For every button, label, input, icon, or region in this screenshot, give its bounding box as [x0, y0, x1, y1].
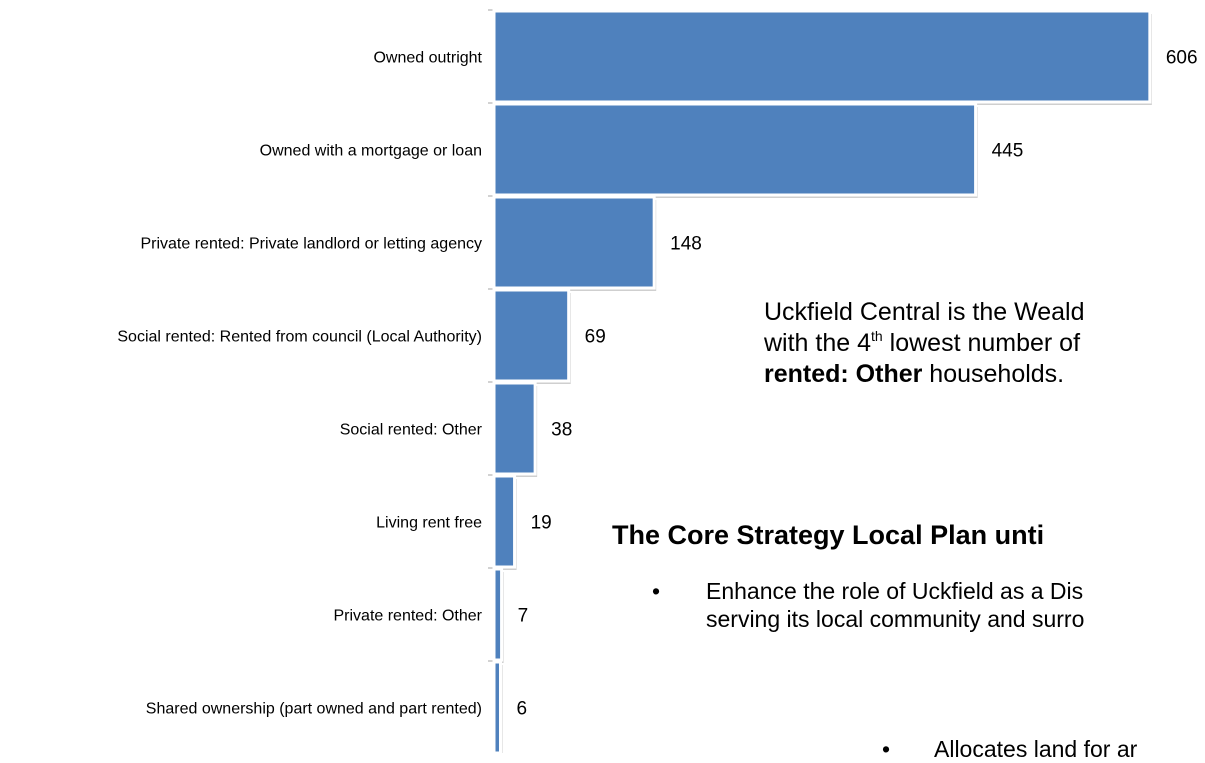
callout-line-2-post: lowest number of [882, 329, 1081, 357]
bar-series [492, 9, 1152, 753]
bullet-1-line-2: serving its local community and surro [706, 606, 1085, 632]
bar-private-rented-private-landlord-or-letting-agency [492, 195, 656, 290]
value-label-private-rented-other: 7 [518, 606, 529, 627]
bar-owned-with-a-mortgage-or-loan [492, 102, 978, 197]
category-label-social-rented-rented-from-council-local-authority: Social rented: Rented from council (Loca… [117, 329, 482, 346]
bar-social-rented-other [492, 381, 537, 476]
bullet-1-line-1: Enhance the role of Uckfield as a Dis [706, 578, 1084, 604]
core-strategy-heading: The Core Strategy Local Plan unti [612, 520, 1045, 550]
bar-private-rented-other [492, 567, 504, 662]
bar-social-rented-rented-from-council-local-authority [492, 288, 571, 383]
value-label-social-rented-rented-from-council-local-authority: 69 [585, 327, 606, 348]
category-label-shared-ownership-part-owned-and-part-rented: Shared ownership (part owned and part re… [146, 701, 482, 718]
bar-shared-ownership-part-owned-and-part-rented [492, 660, 502, 753]
category-label-living-rent-free: Living rent free [376, 515, 482, 532]
callout-line-1: Uckfield Central is the Weald [764, 298, 1085, 326]
category-label-social-rented-other: Social rented: Other [340, 422, 483, 439]
value-label-social-rented-other: 38 [551, 420, 572, 441]
category-label-private-rented-private-landlord-or-letting-agency: Private rented: Private landlord or lett… [140, 236, 482, 253]
callout-text: Uckfield Central is the Weald with the 4… [764, 297, 1205, 390]
bar-living-rent-free [492, 474, 517, 569]
value-label-shared-ownership-part-owned-and-part-rented: 6 [516, 699, 527, 720]
category-label-owned-outright: Owned outright [373, 50, 482, 67]
bullet-dot-icon: • [652, 578, 661, 604]
bar-owned-outright [492, 9, 1152, 104]
value-label-private-rented-private-landlord-or-letting-agency: 148 [670, 234, 702, 255]
category-label-private-rented-other: Private rented: Other [333, 608, 482, 625]
category-label-owned-with-a-mortgage-or-loan: Owned with a mortgage or loan [260, 143, 482, 160]
y-axis-ticks [488, 9, 493, 662]
value-label-owned-outright: 606 [1166, 48, 1198, 69]
bullet-2-line-1: Allocates land for ar [934, 736, 1138, 762]
value-label-living-rent-free: 19 [531, 513, 552, 534]
category-labels: Owned outright Owned with a mortgage or l… [117, 50, 482, 718]
callout-line-3-bold: rented: Other [764, 360, 923, 388]
callout-line-3-rest: households. [922, 360, 1065, 388]
value-labels: 606 445 148 69 38 19 7 6 [516, 48, 1197, 720]
value-label-owned-with-a-mortgage-or-loan: 445 [992, 141, 1024, 162]
callout-line-2-sup: th [871, 328, 883, 344]
bullet-dot-icon: • [882, 736, 891, 762]
callout-line-2-pre: with the 4 [764, 329, 872, 357]
